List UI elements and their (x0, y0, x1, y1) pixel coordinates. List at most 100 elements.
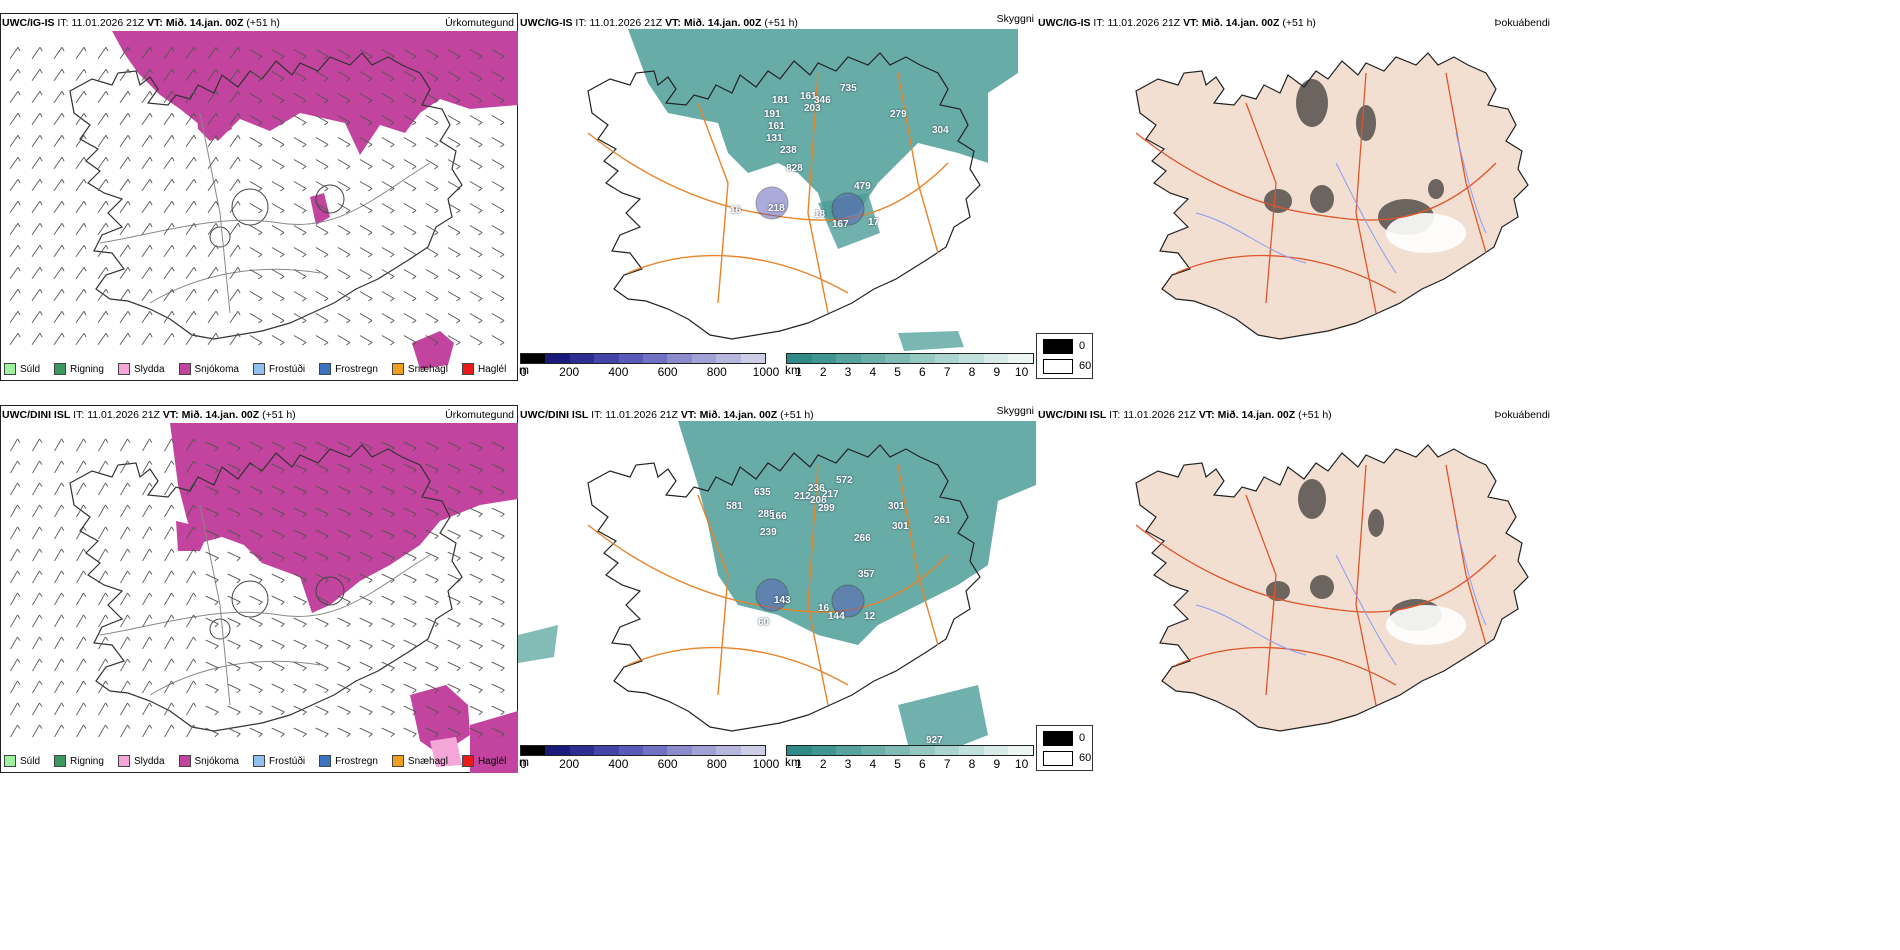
precip-legend-item-3: Snjókoma (178, 755, 239, 767)
wind-barb (403, 203, 417, 214)
wind-barb (53, 223, 65, 235)
wind-barb (53, 113, 65, 125)
wind-barb (447, 441, 461, 452)
colorbar-segment (569, 354, 595, 363)
wind-barb (229, 179, 241, 191)
wind-barb (119, 245, 131, 257)
wind-barb (185, 113, 197, 125)
wind-barb (271, 727, 285, 738)
colorbar-segment (545, 746, 570, 755)
wind-barb (293, 291, 307, 302)
wind-barb (97, 91, 109, 103)
wind-barb (97, 267, 109, 279)
wind-barb (31, 135, 43, 147)
wind-barb (53, 267, 65, 279)
precip-legend-item-0: Súld (4, 755, 40, 767)
wind-barb (293, 335, 307, 346)
wind-barb (403, 71, 417, 82)
wind-barb (142, 482, 153, 496)
wind-barb (425, 595, 439, 606)
colorbar-segment (811, 746, 837, 755)
fog-variable-label: Þokuábendi (1494, 409, 1550, 421)
colorbar-segment (667, 746, 692, 755)
fog-map (1135, 444, 1529, 732)
wind-barb (31, 47, 43, 59)
wind-barb (469, 595, 483, 606)
visibility-value-label: 301 (888, 501, 905, 512)
wind-barb (381, 529, 395, 540)
wind-barb (207, 157, 219, 169)
wind-barb (337, 291, 351, 302)
wind-barb (381, 313, 395, 324)
wind-barb (9, 289, 21, 301)
precip-type-panel: UWC/IG-IS IT: 11.01.2026 21Z VT: Mið. 14… (0, 13, 518, 381)
wind-barb (469, 441, 483, 452)
wind-barb (142, 636, 153, 650)
wind-barb (315, 463, 329, 474)
road-network (587, 464, 949, 706)
wind-barb (249, 49, 263, 60)
wind-barb (53, 179, 65, 191)
wind-barb (97, 113, 109, 125)
fog-index-high-area (1266, 581, 1290, 601)
wind-barb (205, 595, 219, 606)
precip-legend-item-7: Haglél (461, 363, 506, 375)
colorbar-tick: 200 (559, 365, 580, 379)
visibility-value-label: 60 (758, 617, 770, 628)
wind-barb (207, 179, 219, 191)
wind-barb (120, 636, 131, 650)
visibility-panel: UWC/DINI ISL IT: 11.01.2026 21Z VT: Mið.… (518, 405, 1036, 783)
wind-barb (425, 617, 439, 628)
wind-barb (97, 333, 109, 345)
wind-barb (205, 441, 219, 452)
fog-index-high-area (1264, 189, 1292, 213)
wind-barb (337, 573, 351, 584)
colorbar-segment (983, 354, 1009, 363)
wind-barb (76, 438, 87, 452)
wind-barb (293, 115, 307, 126)
wind-barb (425, 529, 439, 540)
wind-barb (469, 661, 483, 672)
wind-barb (75, 135, 87, 147)
colorbar-tick: 7 (943, 365, 951, 379)
wind-barb (227, 595, 241, 606)
precip-legend-item-5: Frostregn (319, 363, 378, 375)
colorbar-tick: 9 (993, 757, 1001, 771)
wind-barb (141, 157, 153, 169)
wind-barb (293, 313, 307, 324)
colorbar-unit: m (519, 363, 529, 377)
wind-barb (293, 617, 307, 628)
wind-barb (359, 573, 373, 584)
wind-barb (227, 507, 241, 518)
wind-barb (164, 592, 175, 606)
wind-barb (163, 289, 175, 301)
wind-barb (98, 658, 109, 672)
wind-barb (164, 658, 175, 672)
wind-barb (491, 137, 505, 148)
legend-label: Snæhagl (407, 363, 448, 375)
wind-barb (403, 463, 417, 474)
colorbar-segment (836, 354, 861, 363)
wind-barb (32, 460, 43, 474)
wind-barb (227, 463, 241, 474)
fog-map (1135, 52, 1529, 340)
legend-swatch (319, 755, 332, 767)
wind-barb (98, 702, 109, 716)
colorbar-tick: 800 (706, 365, 727, 379)
wind-barb (315, 159, 329, 170)
wind-barb (293, 683, 307, 694)
wind-barb (293, 507, 307, 518)
visibility-value-label: 828 (786, 163, 803, 174)
wind-barb (249, 441, 263, 452)
wind-barb (403, 727, 417, 738)
wind-barb (249, 529, 263, 540)
wind-barb (120, 614, 131, 628)
colorbar-tick: 1 (795, 365, 802, 379)
wind-barb (186, 614, 197, 628)
wind-barb (75, 201, 87, 213)
wind-barb (76, 702, 87, 716)
wind-barb (31, 289, 43, 301)
wind-barb (75, 267, 87, 279)
wind-barb (97, 69, 109, 81)
wind-barb (119, 69, 131, 81)
